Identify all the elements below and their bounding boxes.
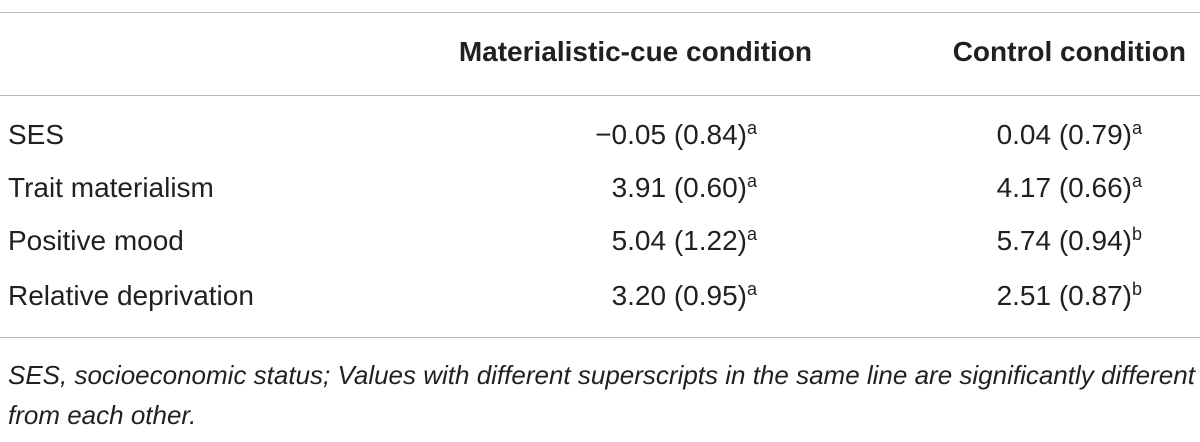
- superscript: a: [746, 224, 757, 244]
- row-label: Trait materialism: [8, 172, 214, 203]
- value: 3.91 (0.60): [611, 172, 747, 203]
- column-header: Control condition: [952, 36, 1186, 67]
- value: 0.04 (0.79): [996, 119, 1132, 150]
- row-label: SES: [8, 119, 65, 150]
- value: 5.04 (1.22): [611, 225, 747, 256]
- superscript: a: [1131, 118, 1142, 138]
- row-label: Positive mood: [8, 225, 184, 256]
- value-cell: 2.51 (0.87)b: [997, 279, 1142, 313]
- value-cell: 3.20 (0.95)a: [612, 279, 757, 313]
- value-cell: 5.74 (0.94)b: [997, 224, 1142, 258]
- value: 4.17 (0.66): [996, 172, 1132, 203]
- superscript: a: [746, 171, 757, 191]
- superscript: a: [746, 279, 757, 299]
- value-cell: −0.05 (0.84)a: [595, 118, 757, 152]
- value: 3.20 (0.95): [611, 280, 747, 311]
- superscript: b: [1131, 279, 1142, 299]
- footnote: SES, socioeconomic status; Values with d…: [8, 360, 1195, 430]
- value: 2.51 (0.87): [996, 280, 1132, 311]
- superscript: a: [746, 118, 757, 138]
- value: −0.05 (0.84): [595, 119, 747, 150]
- value-cell: 0.04 (0.79)a: [997, 118, 1142, 152]
- value-cell: 3.91 (0.60)a: [612, 171, 757, 205]
- row-label: Relative deprivation: [8, 280, 254, 311]
- column-header: Materialistic-cue condition: [458, 36, 812, 67]
- value-cell: 4.17 (0.66)a: [997, 171, 1142, 205]
- bottom-rule: [0, 337, 1200, 338]
- superscript: a: [1131, 171, 1142, 191]
- superscript: b: [1131, 224, 1142, 244]
- value: 5.74 (0.94): [996, 225, 1132, 256]
- header-rule: [0, 95, 1200, 96]
- top-rule: [0, 12, 1200, 13]
- value-cell: 5.04 (1.22)a: [612, 224, 757, 258]
